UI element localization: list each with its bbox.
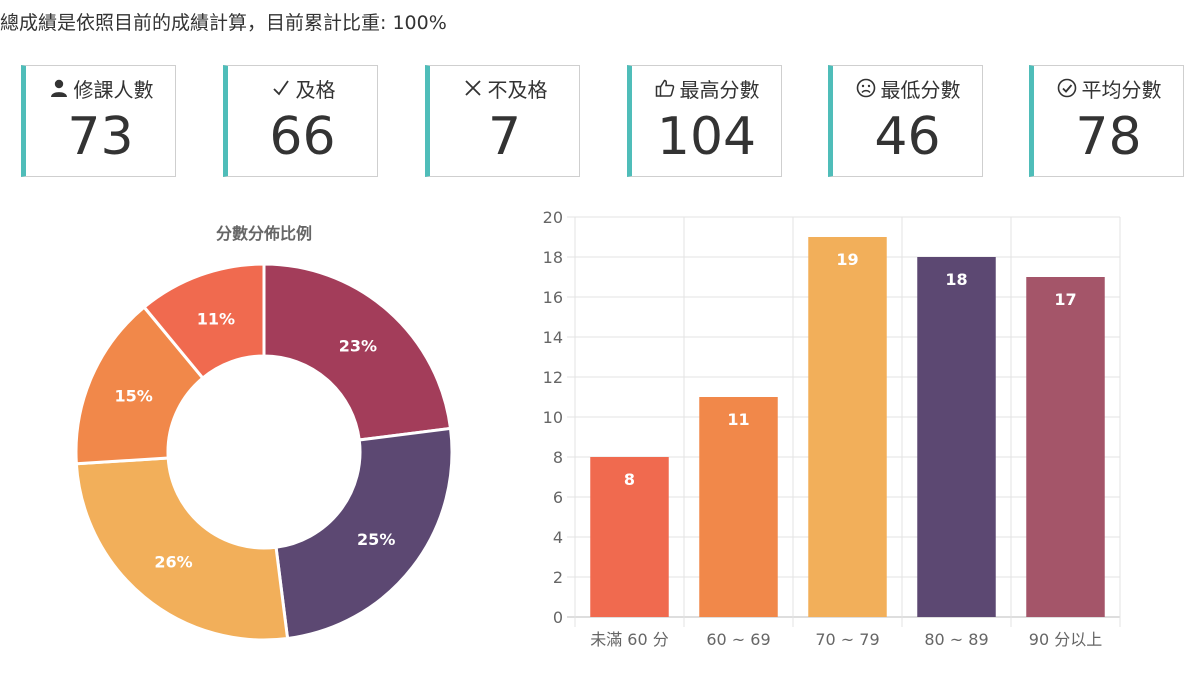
stat-card-pass: 及格 66 <box>223 65 378 177</box>
donut-slice <box>142 262 266 381</box>
stat-card-max: 最高分數 104 <box>627 65 782 177</box>
stat-value: 78 <box>1075 107 1142 167</box>
donut-title: 分數分佈比例 <box>216 224 312 243</box>
x-tick-label: 未滿 60 分 <box>590 630 669 649</box>
y-tick-label: 16 <box>543 288 563 307</box>
bar-value-label: 11 <box>727 410 749 429</box>
x-tick-label: 70 ~ 79 <box>815 630 879 649</box>
y-tick-label: 10 <box>543 408 563 427</box>
y-tick-label: 20 <box>543 208 563 227</box>
stat-card-average: 平均分數 78 <box>1029 65 1184 177</box>
stat-value: 7 <box>487 107 522 167</box>
donut-slice-label: 15% <box>115 387 153 406</box>
stat-card-min: 最低分數 46 <box>828 65 983 177</box>
y-tick-label: 4 <box>553 528 563 547</box>
bar-value-label: 8 <box>624 470 635 489</box>
x-tick-label: 80 ~ 89 <box>924 630 988 649</box>
y-tick-label: 0 <box>553 608 563 627</box>
frown-icon <box>855 77 877 99</box>
stat-label: 平均分數 <box>1081 77 1162 102</box>
donut-slice-label: 23% <box>339 336 377 355</box>
stat-card-enrolled: 修課人數 73 <box>21 65 176 177</box>
bar <box>917 257 996 617</box>
y-tick-label: 2 <box>553 568 563 587</box>
x-tick-label: 90 分以上 <box>1029 630 1102 649</box>
stat-value: 104 <box>656 107 757 167</box>
stat-card-fail: 不及格 7 <box>425 65 580 177</box>
check-icon <box>270 77 292 99</box>
stat-label: 最低分數 <box>880 77 961 102</box>
donut-slice <box>262 262 453 442</box>
stat-value: 46 <box>874 107 941 167</box>
y-tick-label: 12 <box>543 368 563 387</box>
bar <box>699 397 778 617</box>
y-tick-label: 8 <box>553 448 563 467</box>
stat-label: 最高分數 <box>679 77 760 102</box>
donut-slice-label: 25% <box>357 530 395 549</box>
check-circle-icon <box>1056 77 1078 99</box>
donut-slice-label: 26% <box>154 552 192 571</box>
stat-value: 66 <box>269 107 336 167</box>
bar-value-label: 17 <box>1054 290 1076 309</box>
x-tick-label: 60 ~ 69 <box>706 630 770 649</box>
close-icon <box>462 77 484 99</box>
donut-slice <box>274 426 454 641</box>
bar-value-label: 19 <box>836 250 858 269</box>
stat-label: 及格 <box>295 77 336 102</box>
donut-slice <box>74 456 290 642</box>
bar <box>1026 277 1105 617</box>
bar-value-label: 18 <box>945 270 967 289</box>
charts-area: 分數分佈比例 23% 25% 26% 15% 11% 8 11 19 18 17 0 2 4 6 8 10… <box>0 200 1198 688</box>
score-distribution-donut: 分數分佈比例 23% 25% 26% 15% 11% <box>74 224 454 642</box>
y-tick-label: 14 <box>543 328 563 347</box>
score-range-bar-chart: 8 11 19 18 17 0 2 4 6 8 10 12 14 16 18 20 未滿 60 分 60 ~ 6… <box>543 208 1121 649</box>
thumbs-up-icon <box>654 77 676 99</box>
stat-label: 不及格 <box>487 77 548 102</box>
summary-text: 總成績是依照目前的成績計算，目前累計比重: 100% <box>0 12 447 34</box>
stat-label: 修課人數 <box>73 77 154 102</box>
donut-slice-label: 11% <box>197 309 235 328</box>
stat-cards: 修課人數 73 及格 66 不及格 7 最高分數 104 <box>0 65 1198 180</box>
y-tick-label: 18 <box>543 248 563 267</box>
stat-value: 73 <box>67 107 134 167</box>
user-icon <box>48 77 70 99</box>
bar <box>590 457 669 617</box>
bar <box>808 237 887 617</box>
y-tick-label: 6 <box>553 488 563 507</box>
